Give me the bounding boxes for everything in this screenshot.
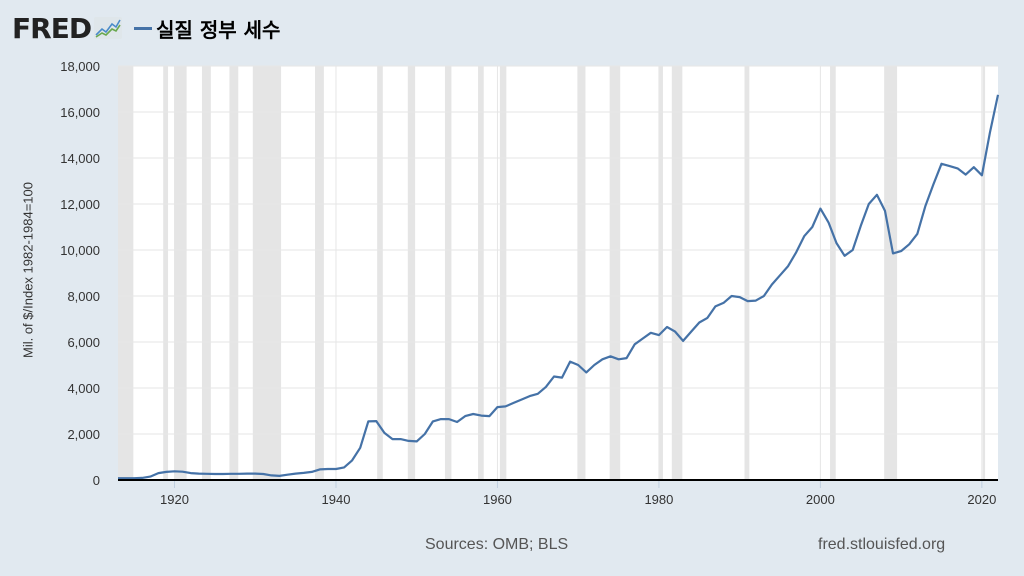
x-tick-label: 1980: [644, 492, 673, 507]
recession-band: [314, 66, 324, 480]
recession-band: [407, 66, 416, 480]
y-tick-label: 12,000: [60, 197, 100, 212]
y-tick-label: 16,000: [60, 105, 100, 120]
x-tick-label: 1960: [483, 492, 512, 507]
recession-bands: [118, 66, 986, 480]
header: FRED 실질 정부 세수: [12, 8, 280, 48]
sources-text: Sources: OMB; BLS: [425, 536, 569, 553]
plot-area: [118, 66, 998, 480]
y-tick-label: 14,000: [60, 151, 100, 166]
recession-band: [830, 66, 836, 480]
recession-band: [744, 66, 750, 480]
recession-band: [982, 66, 986, 480]
recession-band: [609, 66, 621, 480]
series-line: [118, 94, 1000, 480]
recession-band: [478, 66, 484, 480]
legend-series-label: 실질 정부 세수: [156, 17, 281, 42]
recession-band: [377, 66, 383, 480]
gridlines: [118, 65, 998, 480]
recession-band: [229, 66, 239, 480]
recession-band: [658, 66, 663, 480]
y-tick-label: 10,000: [60, 243, 100, 258]
legend-line-swatch: [134, 26, 153, 30]
recession-band: [201, 66, 211, 480]
y-tick-label: 4,000: [67, 381, 100, 396]
y-tick-label: 0: [93, 473, 100, 488]
y-tick-label: 8,000: [67, 289, 100, 304]
recession-band: [252, 66, 282, 480]
legend[interactable]: 실질 정부 세수: [134, 14, 280, 43]
recession-band: [884, 66, 898, 480]
recession-band: [577, 66, 586, 480]
y-tick-label: 6,000: [67, 335, 100, 350]
recession-band: [118, 66, 134, 480]
recession-band: [163, 66, 169, 480]
chart-logo-icon: [94, 17, 123, 39]
recession-band: [671, 66, 683, 480]
x-tick-label: 2020: [967, 492, 996, 507]
x-axis-ticks: 1920 1940 1960 1980 2000 2020: [160, 480, 996, 507]
fred-url-link[interactable]: fred.stlouisfed.org: [818, 536, 946, 553]
y-axis-ticks: 0 2,000 4,000 6,000 8,000 10,000 12,000 14,000 1…: [60, 59, 100, 488]
x-tick-label: 1940: [322, 492, 351, 507]
y-tick-label: 2,000: [67, 427, 100, 442]
x-tick-label: 1920: [160, 492, 189, 507]
fred-logo[interactable]: FRED: [12, 11, 92, 45]
recession-band: [444, 66, 452, 480]
recession-band: [499, 66, 507, 480]
recession-band: [174, 66, 187, 480]
x-tick-label: 2000: [806, 492, 835, 507]
y-tick-label: 18,000: [60, 59, 100, 74]
